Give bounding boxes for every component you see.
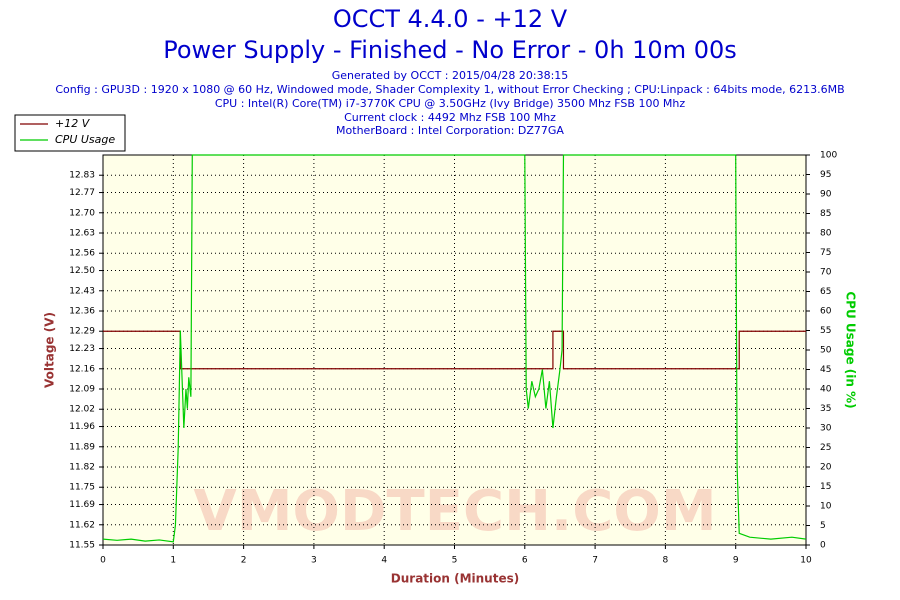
y2-axis-label: CPU Usage (in %) bbox=[844, 291, 858, 408]
x-tick-label: 0 bbox=[100, 556, 106, 566]
x-tick-label: 5 bbox=[452, 556, 458, 566]
y-tick-label: 12.77 bbox=[69, 188, 95, 198]
y2-tick-label: 80 bbox=[820, 229, 832, 239]
info-line: MotherBoard : Intel Corporation: DZ77GA bbox=[336, 124, 564, 137]
x-tick-label: 7 bbox=[592, 556, 598, 566]
x-tick-label: 2 bbox=[241, 556, 247, 566]
y2-tick-label: 40 bbox=[820, 385, 832, 395]
y-tick-label: 12.02 bbox=[69, 405, 95, 415]
x-tick-label: 6 bbox=[522, 556, 528, 566]
y2-tick-label: 50 bbox=[820, 346, 832, 356]
y-tick-label: 12.63 bbox=[69, 229, 95, 239]
y2-tick-label: 60 bbox=[820, 307, 832, 317]
y2-tick-label: 85 bbox=[820, 209, 831, 219]
y2-tick-label: 20 bbox=[820, 463, 832, 473]
y-tick-label: 11.89 bbox=[69, 442, 95, 452]
x-tick-label: 9 bbox=[733, 556, 739, 566]
info-line: Config : GPU3D : 1920 x 1080 @ 60 Hz, Wi… bbox=[55, 83, 844, 96]
y-tick-label: 11.75 bbox=[69, 483, 95, 493]
x-tick-label: 8 bbox=[663, 556, 669, 566]
x-tick-label: 4 bbox=[381, 556, 387, 566]
chart-subtitle: Power Supply - Finished - No Error - 0h … bbox=[163, 36, 737, 64]
y2-tick-label: 70 bbox=[820, 268, 832, 278]
y2-tick-label: 5 bbox=[820, 521, 826, 531]
legend-label: +12 V bbox=[55, 117, 91, 130]
info-line: Generated by OCCT : 2015/04/28 20:38:15 bbox=[332, 69, 569, 82]
x-tick-label: 10 bbox=[800, 556, 812, 566]
y2-tick-label: 95 bbox=[820, 170, 831, 180]
info-line: CPU : Intel(R) Core(TM) i7-3770K CPU @ 3… bbox=[215, 97, 686, 110]
y-tick-label: 11.96 bbox=[69, 422, 95, 432]
x-axis-label: Duration (Minutes) bbox=[391, 572, 519, 586]
y-tick-label: 12.43 bbox=[69, 286, 95, 296]
series-line bbox=[102, 154, 807, 543]
y2-tick-label: 25 bbox=[820, 443, 831, 453]
legend-label: CPU Usage bbox=[55, 133, 115, 146]
y-tick-label: 12.36 bbox=[69, 307, 95, 317]
y2-tick-label: 75 bbox=[820, 248, 831, 258]
y-tick-label: 11.69 bbox=[69, 500, 95, 510]
y2-tick-label: 65 bbox=[820, 287, 831, 297]
y-tick-label: 11.55 bbox=[69, 541, 95, 551]
y2-tick-label: 0 bbox=[820, 541, 826, 551]
x-tick-label: 3 bbox=[311, 556, 317, 566]
legend bbox=[14, 114, 126, 152]
y-tick-label: 11.82 bbox=[69, 463, 95, 473]
y2-tick-label: 45 bbox=[820, 365, 831, 375]
y-axis-label: Voltage (V) bbox=[43, 312, 57, 388]
y-tick-label: 12.83 bbox=[69, 171, 95, 181]
y2-tick-label: 90 bbox=[820, 190, 832, 200]
y-tick-label: 12.09 bbox=[69, 385, 95, 395]
x-tick-label: 1 bbox=[170, 556, 176, 566]
y-tick-label: 12.23 bbox=[69, 344, 95, 354]
y-tick-label: 12.56 bbox=[69, 249, 95, 259]
y-tick-label: 12.16 bbox=[69, 364, 95, 374]
y-tick-label: 12.29 bbox=[69, 327, 95, 337]
y2-tick-label: 100 bbox=[820, 151, 837, 161]
y-tick-label: 11.62 bbox=[69, 520, 95, 530]
y2-tick-label: 30 bbox=[820, 424, 832, 434]
y-tick-label: 12.50 bbox=[69, 266, 95, 276]
info-line: Current clock : 4492 Mhz FSB 100 Mhz bbox=[344, 111, 556, 124]
y2-tick-label: 35 bbox=[820, 404, 831, 414]
y2-tick-label: 15 bbox=[820, 482, 831, 492]
chart-title: OCCT 4.4.0 - +12 V bbox=[333, 5, 568, 33]
y2-tick-label: 55 bbox=[820, 326, 831, 336]
y2-tick-label: 10 bbox=[820, 502, 832, 512]
y-tick-label: 12.70 bbox=[69, 208, 95, 218]
